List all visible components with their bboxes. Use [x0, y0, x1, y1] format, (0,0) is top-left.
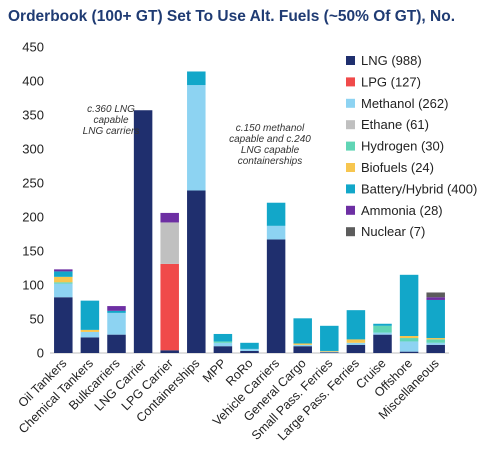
- bar-segment: [54, 297, 73, 353]
- bar-segment: [346, 342, 366, 345]
- bar-segment: [213, 333, 233, 342]
- bar-segment: [399, 338, 419, 342]
- bar-segment: [426, 339, 445, 343]
- y-tick-label: 450: [22, 40, 44, 55]
- bar-segment: [320, 325, 339, 351]
- legend-swatch: [346, 77, 355, 87]
- bar-segment: [80, 300, 100, 330]
- bar-segment: [266, 239, 286, 353]
- bar-segment: [426, 292, 445, 298]
- legend-entry: Hydrogen (30): [361, 139, 444, 154]
- bar-segment: [373, 334, 392, 353]
- annotations: c.360 LNG capable LNG carriers c.150 methan…: [83, 104, 312, 167]
- y-tick-label: 50: [30, 312, 44, 327]
- bar-segment: [293, 346, 312, 353]
- bar-segment: [399, 351, 419, 353]
- bar-segment: [187, 71, 206, 86]
- bar-segment: [426, 344, 445, 353]
- bar-segment: [346, 339, 366, 343]
- y-tick-label: 300: [22, 142, 44, 157]
- bar-segment: [293, 343, 312, 345]
- bar-segment: [426, 299, 445, 339]
- bar-segment: [187, 85, 206, 191]
- bar-segment: [54, 269, 73, 272]
- legend-swatch: [346, 184, 355, 194]
- bar-segment: [426, 338, 445, 340]
- y-tick-label: 200: [22, 210, 44, 225]
- chart-title: Orderbook (100+ GT) Set To Use Alt. Fuel…: [8, 8, 455, 25]
- y-tick-label: 350: [22, 108, 44, 123]
- bar-segment: [160, 263, 179, 351]
- bar-segment: [54, 271, 73, 277]
- bar-segment: [346, 310, 366, 340]
- bar-segment: [54, 282, 73, 284]
- annotation: c.360 LNG capable LNG carriers: [83, 104, 140, 137]
- bar-segment: [320, 350, 339, 352]
- bar-segment: [107, 310, 126, 313]
- bar-segment: [399, 341, 419, 352]
- bar-segment: [187, 190, 206, 353]
- legend-swatch: [346, 120, 355, 130]
- bar-segment: [240, 350, 259, 353]
- bar-segment: [399, 274, 419, 336]
- y-tick-label: 100: [22, 278, 44, 293]
- legend: LNG (988) LPG (127) Methanol (262) Ethane (…: [346, 53, 477, 239]
- legend-entry: Battery/Hybrid (400): [361, 181, 477, 196]
- y-tick-label: 250: [22, 176, 44, 191]
- y-tick-label: 0: [37, 346, 44, 361]
- legend-swatch: [346, 227, 355, 237]
- bar-segment: [240, 342, 259, 349]
- legend-entry: Biofuels (24): [361, 160, 434, 175]
- bar-segment: [133, 110, 153, 354]
- bar-segment: [107, 312, 126, 335]
- bar-segment: [80, 337, 100, 353]
- bar-segment: [160, 350, 179, 353]
- legend-swatch: [346, 98, 355, 108]
- legend-swatch: [346, 205, 355, 215]
- legend-entry: LNG (988): [361, 53, 422, 68]
- legend-swatch: [346, 163, 355, 172]
- y-tick-label: 150: [22, 244, 44, 259]
- bar-segment: [399, 336, 419, 339]
- bar-segment: [426, 297, 445, 300]
- legend-entry: Ethane (61): [361, 117, 429, 132]
- legend-entry: LPG (127): [361, 74, 421, 89]
- y-tick-label: 400: [22, 74, 44, 89]
- legend-entry: Ammonia (28): [361, 203, 443, 218]
- bar-segment: [213, 342, 233, 347]
- bar-segment: [213, 346, 233, 353]
- bar-segment: [373, 325, 392, 333]
- bars: [54, 71, 445, 354]
- legend-swatch: [346, 56, 355, 65]
- bar-segment: [426, 342, 445, 345]
- annotation: c.150 methanol capable and c.240 LNG capab…: [229, 123, 311, 167]
- bar-segment: [266, 202, 286, 226]
- legend-swatch: [346, 141, 355, 151]
- bar-segment: [54, 283, 73, 298]
- bar-segment: [320, 351, 339, 353]
- bar-segment: [266, 225, 286, 240]
- bar-segment: [373, 332, 392, 335]
- legend-entry: Methanol (262): [361, 96, 448, 111]
- bar-segment: [80, 329, 100, 332]
- bar-segment: [240, 348, 259, 351]
- bar-segment: [213, 341, 233, 343]
- bar-segment: [293, 344, 312, 347]
- bar-segment: [107, 334, 126, 353]
- bar-segment: [293, 318, 312, 344]
- bar-segment: [107, 306, 126, 311]
- y-axis: 0 50 100 150 200 250 300 350 400 450: [22, 40, 449, 361]
- bar-segment: [80, 331, 100, 338]
- bar-segment: [320, 352, 339, 353]
- bar-segment: [373, 323, 392, 326]
- legend-entry: Nuclear (7): [361, 224, 425, 239]
- bar-segment: [160, 222, 179, 264]
- bar-segment: [54, 276, 73, 283]
- bar-segment: [346, 344, 366, 353]
- bar-segment: [160, 212, 179, 223]
